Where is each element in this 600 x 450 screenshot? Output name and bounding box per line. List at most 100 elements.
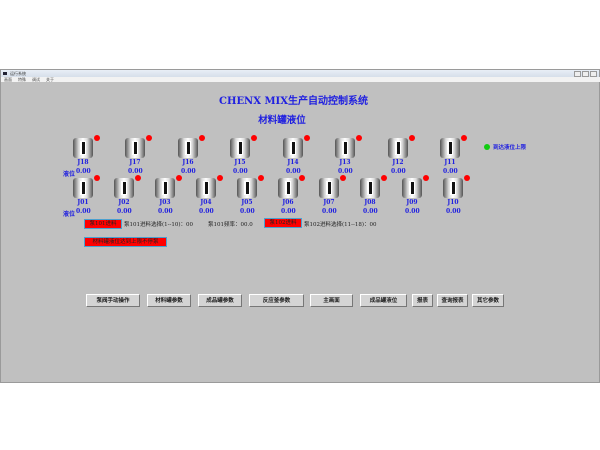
pump102-feed-button[interactable]: 泵102进料 [264,218,302,228]
tank-level-value: 0.00 [158,208,173,215]
status-dot-icon [176,175,182,181]
status-dot-icon [217,175,223,181]
menu-item[interactable]: 画面 [4,77,12,82]
tank-level-value: 0.00 [338,168,353,175]
menu-item[interactable]: 调试 [32,77,40,82]
nav-button-product-params[interactable]: 成品罐参数 [198,294,242,307]
nav-button-product-level[interactable]: 成品罐液位 [360,294,407,307]
alarm-no-stop-button[interactable]: 材料罐液位达到上限不停泵 [84,237,167,247]
tank-level-value: 0.00 [233,168,248,175]
nav-button-main[interactable]: 主画面 [310,294,353,307]
tank-level-value: 0.00 [446,208,461,215]
tank-level-value: 0.00 [240,208,255,215]
nav-button-reactor-params[interactable]: 反应釜参数 [249,294,304,307]
status-dot-icon [304,135,310,141]
status-dot-icon [135,175,141,181]
tank-icon [73,175,100,198]
tank-icon [443,175,470,198]
app-window: 运行系统 画面 特殊 调试 关于 CHENX MIX生产自动控制系统 材料罐液位… [0,69,600,383]
tank-icon [360,175,387,198]
page-subtitle: 材料罐液位 [258,115,306,126]
level-label: 液位 [63,211,76,218]
app-icon [3,72,7,75]
title-bar: 运行系统 [1,70,599,77]
tank-level-value: 0.00 [76,208,91,215]
tank-icon [155,175,182,198]
pump102-select[interactable]: 泵102进料选择(11--18)：00 [304,222,377,228]
tank-label: J12 [392,159,404,166]
tank-level-value: 0.00 [363,208,378,215]
tank-label: J10 [447,199,459,206]
pump101-select[interactable]: 泵101进料选择(1--10)：00 [124,222,194,228]
tank-icon [283,135,310,158]
tank-label: J06 [282,199,294,206]
page-title: CHENX MIX生产自动控制系统 [219,96,368,107]
tank-icon [196,175,223,198]
tank-label: J04 [200,199,212,206]
status-dot-icon [423,175,429,181]
tank-level-value: 0.00 [128,168,143,175]
status-dot-icon [258,175,264,181]
status-dot-icon [356,135,362,141]
status-dot-icon [251,135,257,141]
status-dot-icon [409,135,415,141]
level-label: 液位 [63,171,76,178]
menu-item[interactable]: 关于 [46,77,54,82]
tank-icon [178,135,205,158]
nav-button-report[interactable]: 报表 [412,294,433,307]
status-dot-icon [461,135,467,141]
tank-label: J14 [287,159,299,166]
tank-icon [114,175,141,198]
tank-level-value: 0.00 [443,168,458,175]
tank-level-value: 0.00 [199,208,214,215]
tank-level-value: 0.00 [286,168,301,175]
minimize-button[interactable] [574,71,581,77]
status-dot-icon [464,175,470,181]
tank-level-value: 0.00 [405,208,420,215]
tank-level-value: 0.00 [281,208,296,215]
tank-icon [440,135,467,158]
status-dot-icon [299,175,305,181]
tank-label: J13 [339,159,351,166]
tank-label: J03 [159,199,171,206]
menu-item[interactable]: 特殊 [18,77,26,82]
nav-button-material-params[interactable]: 材料罐参数 [147,294,191,307]
tank-label: J15 [234,159,246,166]
status-dot-icon [94,175,100,181]
status-dot-icon [94,135,100,141]
status-dot-icon [381,175,387,181]
window-title: 运行系统 [10,71,26,76]
nav-button-other-params[interactable]: 其它参数 [472,294,504,307]
tank-icon [237,175,264,198]
tank-label: J16 [182,159,194,166]
tank-level-value: 0.00 [322,208,337,215]
nav-button-valve-manual[interactable]: 泵阀手动操作 [86,294,140,307]
tank-label: J11 [444,159,456,166]
tank-icon [73,135,100,158]
tank-label: J17 [129,159,141,166]
tank-label: J01 [77,199,89,206]
pump101-feed-button[interactable]: 泵101进料 [84,219,122,229]
maximize-button[interactable] [582,71,589,77]
tank-label: J07 [323,199,335,206]
limit-indicator-icon [484,144,490,150]
tank-label: J18 [77,159,89,166]
tank-icon [278,175,305,198]
tank-level-value: 0.00 [391,168,406,175]
tank-level-value: 0.00 [117,208,132,215]
legend-label: 到达液位上限 [493,145,527,151]
tank-icon [319,175,346,198]
tank-icon [125,135,152,158]
nav-button-query-report[interactable]: 查询报表 [437,294,468,307]
tank-label: J08 [364,199,376,206]
status-dot-icon [340,175,346,181]
close-button[interactable] [590,71,597,77]
tank-icon [335,135,362,158]
tank-icon [402,175,429,198]
tank-level-value: 0.00 [181,168,196,175]
menu-bar: 画面 特殊 调试 关于 [1,77,600,82]
pump101-frequency: 泵101频率：00.0 [208,222,253,228]
tank-label: J05 [241,199,253,206]
tank-level-value: 0.00 [76,168,91,175]
tank-label: J09 [406,199,418,206]
